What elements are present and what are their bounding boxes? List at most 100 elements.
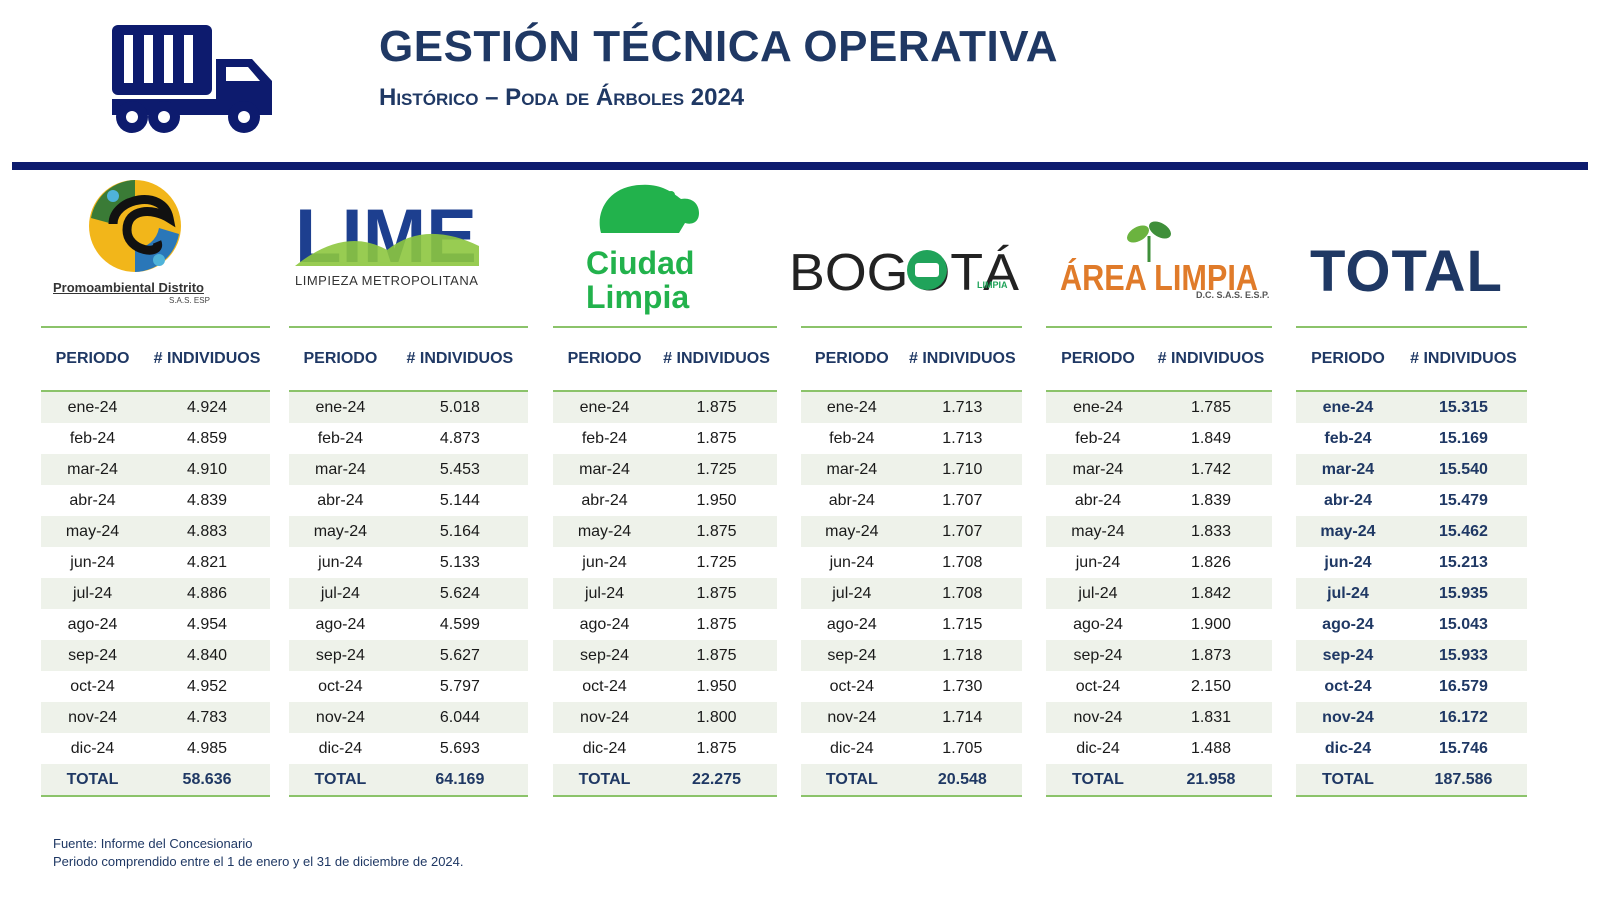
- table-row: may-24 1.833: [1046, 516, 1272, 547]
- table-row: ene-24 4.924: [41, 391, 270, 423]
- column-header-period: PERIODO: [801, 328, 903, 392]
- table-row: may-24 4.883: [41, 516, 270, 547]
- table-row: mar-24 1.710: [801, 454, 1022, 485]
- count-cell: 1.875: [696, 429, 737, 447]
- period-cell: sep-24: [1296, 640, 1400, 671]
- period-cell: mar-24: [801, 454, 903, 485]
- count-cell: 1.842: [1149, 578, 1272, 609]
- table-row: nov-24 4.783: [41, 702, 270, 733]
- table-row: ago-24 1.715: [801, 609, 1022, 640]
- period-cell: dic-24: [1076, 739, 1120, 757]
- total-value: 21.958: [1149, 764, 1272, 797]
- total-row: TOTAL 187.586: [1296, 764, 1527, 797]
- count-cell: 15.935: [1399, 578, 1527, 609]
- period-note: Periodo comprendido entre el 1 de enero …: [53, 854, 464, 869]
- lime-logo: LIME LIMPIEZA METROPOLITANA: [289, 176, 528, 326]
- count-cell: 1.713: [902, 391, 1022, 423]
- period-cell: ene-24: [289, 391, 392, 423]
- promoambiental-emblem: [89, 180, 181, 272]
- area-limpia-block: ÁREA LIMPIA D.C. S.A.S. E.S.P. PERIODO #…: [1046, 176, 1272, 797]
- table-row: abr-24 1.839: [1046, 485, 1272, 516]
- period-cell: dic-24: [318, 739, 363, 757]
- total-row: TOTAL 58.636: [41, 764, 270, 797]
- count-cell: 1.710: [902, 454, 1022, 485]
- table-row: sep-24 1.718: [801, 640, 1022, 671]
- column-header-count: # INDIVIDUOS: [144, 328, 270, 392]
- total-row: TOTAL 64.169: [289, 764, 528, 797]
- count-cell: 1.715: [942, 615, 983, 633]
- table-row: dic-24 15.746: [1296, 733, 1527, 764]
- period-cell: nov-24: [553, 702, 657, 733]
- total-label: TOTAL: [289, 764, 392, 797]
- period-cell: mar-24: [1296, 454, 1400, 485]
- period-cell: may-24: [1296, 516, 1400, 547]
- table-row: may-24 15.462: [1296, 516, 1527, 547]
- count-cell: 4.924: [144, 391, 270, 423]
- count-cell: 4.883: [144, 516, 270, 547]
- count-cell: 4.985: [187, 739, 228, 757]
- source-note: Fuente: Informe del Concesionario: [53, 836, 253, 851]
- period-cell: ago-24: [315, 615, 366, 633]
- count-cell: 15.043: [1439, 615, 1488, 633]
- table-row: ene-24 15.315: [1296, 391, 1527, 423]
- count-cell: 5.164: [391, 516, 528, 547]
- count-cell: 1.725: [696, 553, 737, 571]
- header-divider: [12, 162, 1588, 170]
- total-title: TOTAL: [1310, 239, 1503, 304]
- period-cell: abr-24: [69, 491, 116, 509]
- period-cell: jul-24: [289, 578, 392, 609]
- count-cell: 1.725: [656, 454, 777, 485]
- table-row: oct-24 1.950: [553, 671, 777, 702]
- table-row: feb-24 4.859: [41, 423, 270, 454]
- count-cell: 1.785: [1149, 391, 1272, 423]
- period-cell: jun-24: [318, 553, 363, 571]
- divider: [553, 326, 777, 328]
- period-cell: sep-24: [1046, 640, 1150, 671]
- period-cell: oct-24: [582, 677, 627, 695]
- total-row: TOTAL 21.958: [1046, 764, 1272, 797]
- area-limpia-wordmark: ÁREA LIMPIA: [1060, 257, 1258, 296]
- table-row: dic-24 4.985: [41, 733, 270, 764]
- table-row: jul-24 5.624: [289, 578, 528, 609]
- table-row: ene-24 1.713: [801, 391, 1022, 423]
- divider: [1296, 326, 1527, 328]
- table-row: jul-24 15.935: [1296, 578, 1527, 609]
- table-row: mar-24 15.540: [1296, 454, 1527, 485]
- count-cell: 15.315: [1399, 391, 1527, 423]
- count-cell: 1.708: [942, 553, 983, 571]
- divider: [801, 326, 1022, 328]
- period-cell: sep-24: [801, 640, 903, 671]
- count-cell: 1.900: [1190, 615, 1231, 633]
- bogota-limpia-table: PERIODO # INDIVIDUOS ene-24 1.713 feb-24 1.…: [801, 328, 1022, 797]
- period-cell: nov-24: [289, 702, 392, 733]
- period-cell: ene-24: [801, 391, 903, 423]
- area-limpia-name: ÁREA LIMPIA: [1060, 257, 1258, 296]
- period-cell: jun-24: [829, 553, 875, 571]
- count-cell: 1.826: [1190, 553, 1231, 571]
- period-cell: nov-24: [801, 702, 903, 733]
- count-cell: 5.693: [439, 739, 480, 757]
- bogota-limpia-logo: BOGOTÁ LIMPIA: [789, 176, 1022, 326]
- column-header-count: # INDIVIDUOS: [1149, 328, 1272, 392]
- period-cell: feb-24: [69, 429, 116, 447]
- promoambiental-logo: Promoambiental Distrito S.A.S. ESP: [41, 176, 270, 326]
- lime-tag: LIMPIEZA METROPOLITANA: [295, 273, 479, 288]
- count-cell: 1.875: [656, 516, 777, 547]
- total-value: 187.586: [1399, 764, 1527, 797]
- table-row: jul-24 1.875: [553, 578, 777, 609]
- column-header-count: # INDIVIDUOS: [902, 328, 1022, 392]
- count-cell: 1.800: [656, 702, 777, 733]
- table-row: jun-24 1.826: [1046, 547, 1272, 578]
- column-header-period: PERIODO: [1296, 328, 1400, 392]
- count-cell: 1.718: [902, 640, 1022, 671]
- table-row: ene-24 1.785: [1046, 391, 1272, 423]
- count-cell: 5.133: [439, 553, 480, 571]
- sprout-icon: [1127, 221, 1171, 262]
- count-cell: 1.873: [1149, 640, 1272, 671]
- table-row: feb-24 1.849: [1046, 423, 1272, 454]
- column-header-period: PERIODO: [289, 328, 392, 392]
- period-cell: dic-24: [582, 739, 627, 757]
- total-row: TOTAL 22.275: [553, 764, 777, 797]
- table-row: nov-24 16.172: [1296, 702, 1527, 733]
- period-cell: jun-24: [70, 553, 115, 571]
